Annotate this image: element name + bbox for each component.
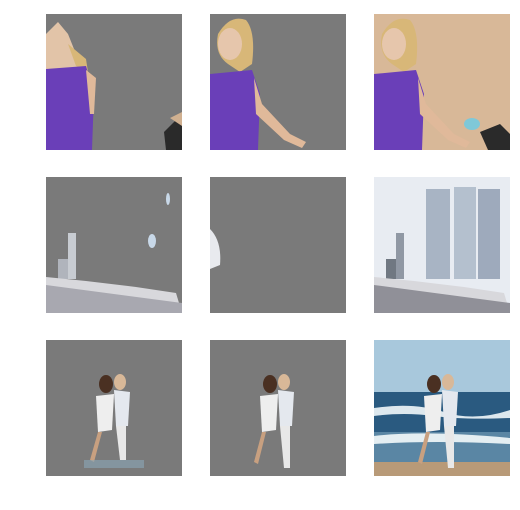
mask-background — [210, 177, 346, 313]
building — [396, 233, 404, 279]
tile — [46, 14, 182, 150]
head — [263, 375, 277, 393]
leg — [254, 432, 266, 464]
tile — [210, 14, 346, 150]
building — [426, 189, 450, 279]
head — [427, 375, 441, 393]
building — [478, 189, 500, 279]
building — [454, 187, 476, 279]
foam — [374, 433, 510, 444]
arm — [86, 70, 96, 114]
building — [68, 233, 76, 279]
trousers — [444, 426, 454, 468]
tile — [46, 340, 182, 476]
dress — [96, 394, 114, 432]
building — [386, 259, 396, 279]
tile — [210, 340, 346, 476]
leg — [90, 432, 102, 462]
leg — [418, 432, 430, 464]
tile — [374, 177, 510, 313]
hair — [68, 44, 88, 72]
mask-background — [46, 340, 182, 476]
trousers — [116, 426, 126, 460]
trousers — [280, 426, 290, 468]
dress — [210, 70, 260, 150]
tile — [374, 14, 510, 150]
tile — [210, 177, 346, 313]
spot — [166, 193, 170, 205]
shirt — [278, 390, 294, 426]
arm — [418, 78, 470, 148]
building — [58, 259, 68, 279]
sand — [374, 462, 510, 476]
railing-shadow — [46, 285, 182, 313]
face — [218, 28, 242, 60]
spot — [148, 234, 156, 248]
water-fringe — [84, 460, 144, 468]
head — [442, 374, 454, 390]
head — [114, 374, 126, 390]
mask-background — [210, 340, 346, 476]
railing-shadow — [374, 285, 510, 313]
dress — [46, 66, 94, 150]
tile — [374, 340, 510, 476]
object — [480, 124, 510, 150]
head — [99, 375, 113, 393]
shirt — [442, 390, 458, 426]
wave — [374, 405, 510, 419]
fragment — [210, 229, 221, 269]
head — [278, 374, 290, 390]
ice-cream — [464, 118, 480, 130]
object-edge — [170, 112, 182, 126]
tile — [46, 177, 182, 313]
dress — [424, 394, 442, 432]
dress — [260, 394, 278, 432]
face — [382, 28, 406, 60]
shirt — [114, 390, 130, 426]
arm — [254, 78, 306, 148]
dress — [374, 70, 424, 150]
